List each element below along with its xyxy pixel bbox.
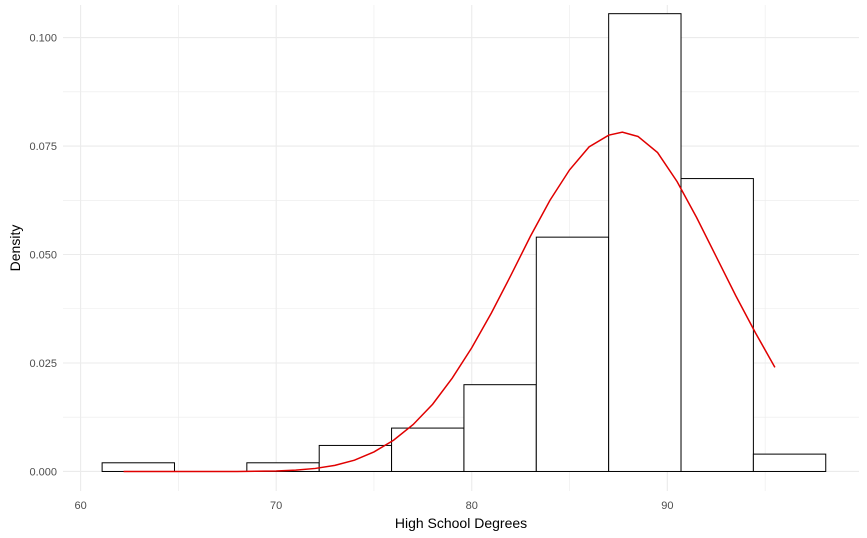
- histogram-bar-5: [391, 427, 465, 472]
- y-tick-label: 0.100: [29, 33, 57, 45]
- x-tick-label: 80: [466, 500, 478, 512]
- density-curve: [123, 131, 776, 473]
- x-tick-label: 60: [74, 500, 86, 512]
- x-tick-label: 70: [270, 500, 282, 512]
- x-axis-ticks: 60 70 80 90: [74, 500, 673, 512]
- histogram-bars: [101, 13, 827, 472]
- x-tick-label: 90: [661, 500, 673, 512]
- histogram-bar-10: [752, 453, 827, 472]
- y-axis-title: Density: [7, 225, 23, 272]
- grid-minor: [63, 5, 859, 491]
- y-tick-label: 0.025: [29, 358, 57, 370]
- y-tick-label: 0.000: [29, 466, 57, 478]
- y-axis-ticks: 0.000 0.025 0.050 0.075 0.100: [29, 33, 57, 479]
- y-tick-label: 0.050: [29, 250, 57, 262]
- histogram-bar-4: [318, 444, 393, 472]
- histogram-bar-1: [101, 462, 175, 472]
- histogram-bar-9: [680, 178, 754, 472]
- histogram-bar-7: [535, 236, 610, 472]
- histogram-bar-8: [608, 13, 682, 472]
- y-tick-label: 0.075: [29, 141, 57, 153]
- x-axis-title: High School Degrees: [395, 515, 527, 531]
- histogram-bar-6: [463, 384, 537, 472]
